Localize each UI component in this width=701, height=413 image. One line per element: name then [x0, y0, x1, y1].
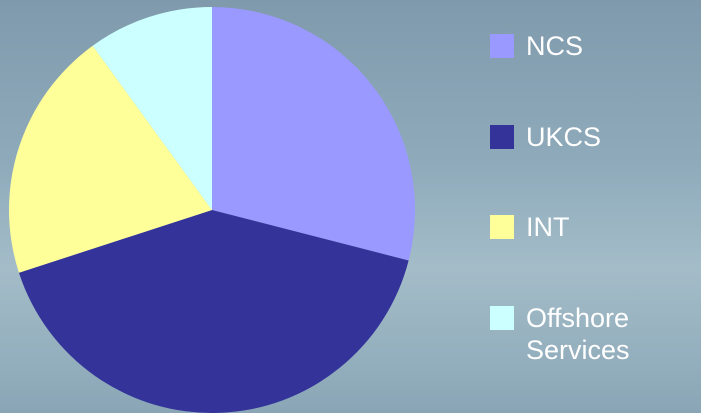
legend-swatch — [490, 215, 514, 239]
legend-swatch — [490, 124, 514, 149]
pie-slice — [18, 210, 409, 413]
legend-label: Offshore Services — [526, 302, 630, 365]
legend-swatch — [490, 34, 514, 58]
pie-slice — [8, 45, 212, 273]
legend-item: Offshore Services — [490, 302, 646, 366]
pie-slice — [212, 7, 415, 261]
legend-label: INT — [526, 212, 570, 242]
legend-swatch — [490, 305, 514, 330]
legend-label: UKCS — [526, 121, 602, 152]
legend-label: NCS — [526, 31, 584, 61]
chart — [8, 7, 415, 413]
pie-slice — [92, 7, 212, 210]
legend-item: NCS — [490, 30, 646, 62]
legend-item: UKCS — [490, 121, 646, 153]
legend: NCS UKCS INT Offshore Services — [490, 0, 701, 413]
legend-item: INT — [490, 211, 646, 243]
